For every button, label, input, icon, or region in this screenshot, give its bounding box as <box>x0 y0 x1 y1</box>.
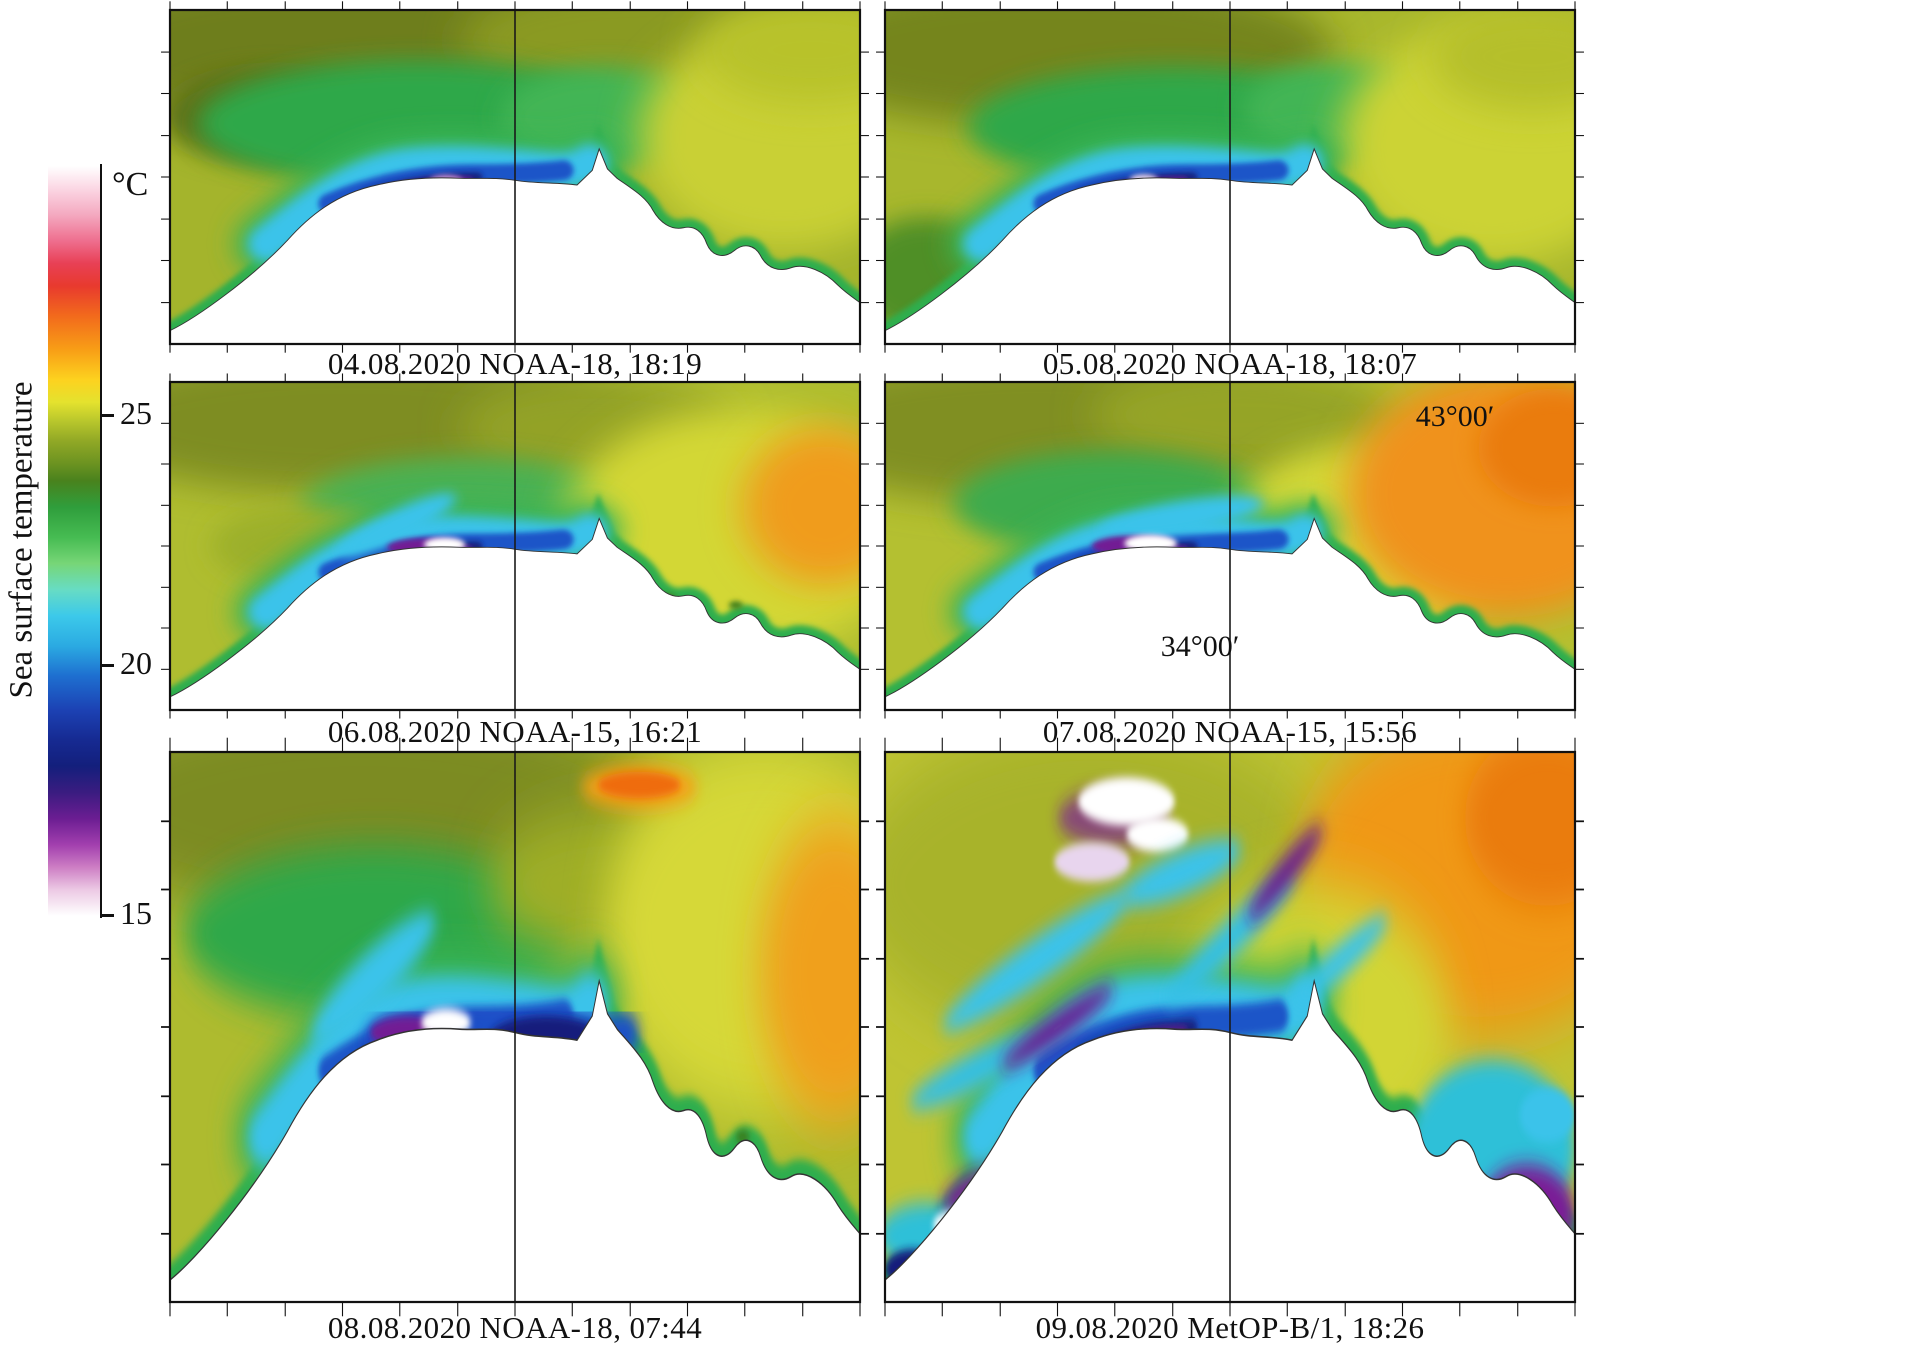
sst-map-panel-4: 43°00′ 34°00′ <box>875 372 1585 720</box>
sst-map-image-4 <box>875 372 1585 720</box>
sst-map-image-1 <box>160 0 870 354</box>
colorbar-tick-label-20: 20 <box>120 645 152 681</box>
colorbar-axis-line <box>100 164 102 918</box>
colorbar-tick-label-25: 25 <box>120 395 152 431</box>
sst-map-panel-5 <box>160 736 870 1318</box>
sst-map-image-2 <box>875 0 1585 354</box>
sst-map-panel-6 <box>875 736 1585 1318</box>
colorbar-tick-mark <box>100 414 114 417</box>
colorbar-gradient <box>48 166 100 916</box>
sst-map-image-3 <box>160 372 870 720</box>
latitude-label: 43°00′ <box>1415 400 1495 433</box>
colorbar-axis-label: Sea surface temperature <box>3 381 40 699</box>
panel-caption-6: 09.08.2020 MetOP-B/1, 18:26 <box>1035 1310 1425 1345</box>
sst-map-panel-3 <box>160 372 870 720</box>
longitude-label: 34°00′ <box>1160 630 1240 663</box>
sst-map-image-5 <box>160 736 870 1318</box>
sst-map-image-6 <box>875 736 1585 1318</box>
colorbar-tick-mark <box>100 914 114 917</box>
panel-caption-5: 08.08.2020 NOAA-18, 07:44 <box>327 1310 703 1345</box>
sst-map-panel-1 <box>160 0 870 354</box>
colorbar-unit-label: °C <box>112 166 149 203</box>
colorbar-tick-label-15: 15 <box>120 895 152 931</box>
colorbar-tick-mark <box>100 664 114 667</box>
sst-map-panel-2 <box>875 0 1585 354</box>
